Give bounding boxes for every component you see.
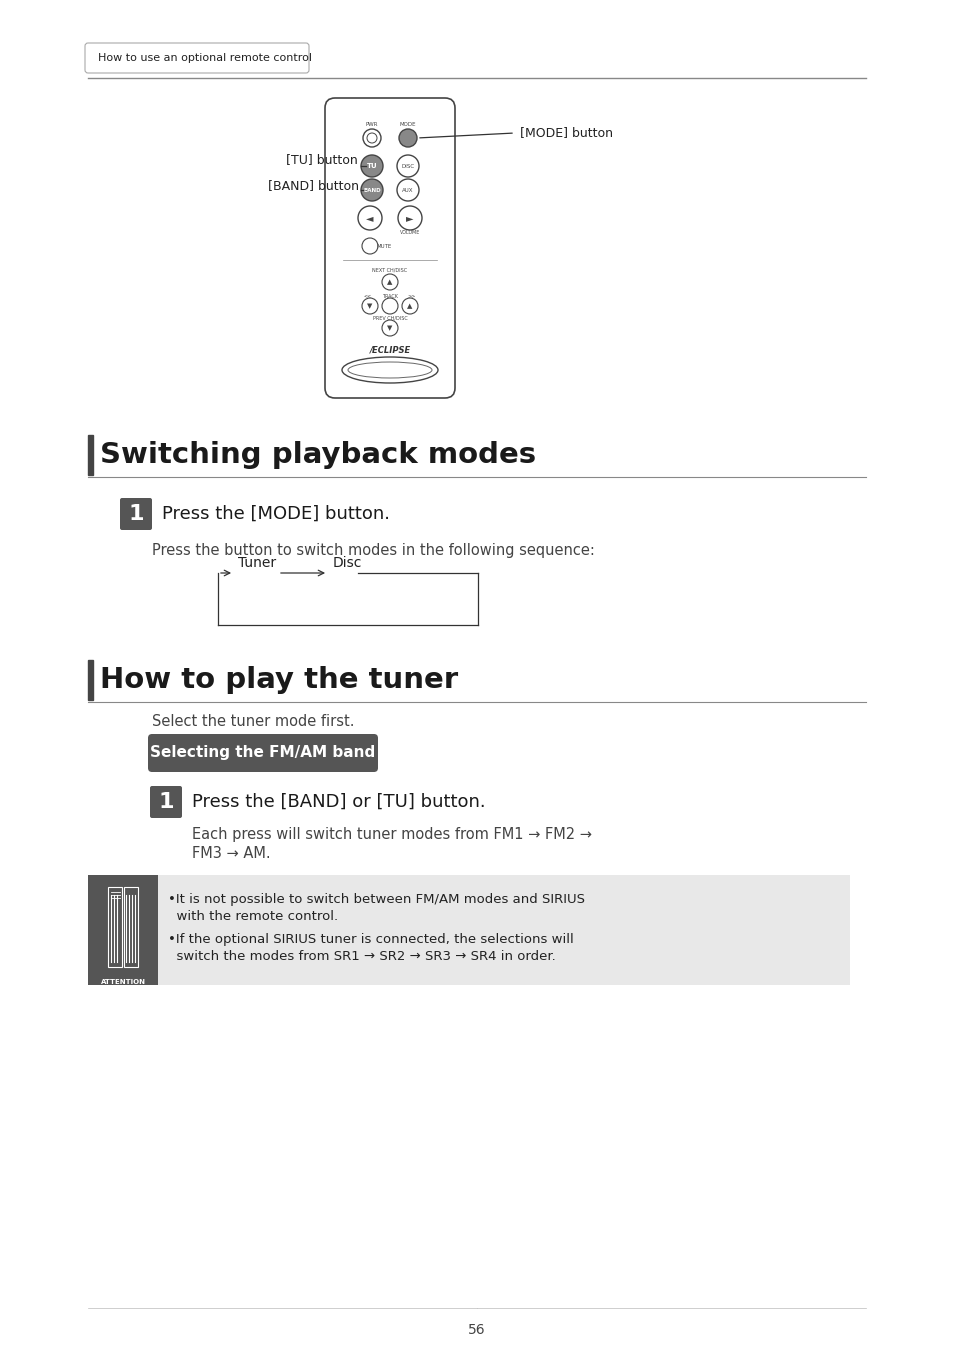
Text: MODE: MODE <box>399 122 416 127</box>
FancyBboxPatch shape <box>150 786 182 818</box>
Text: TU: TU <box>366 163 377 169</box>
Text: Selecting the FM/AM band: Selecting the FM/AM band <box>151 745 375 760</box>
Circle shape <box>357 206 381 230</box>
Text: Press the [BAND] or [TU] button.: Press the [BAND] or [TU] button. <box>192 793 485 812</box>
Text: MUTE: MUTE <box>376 244 392 248</box>
Bar <box>88 435 92 476</box>
Text: ▼: ▼ <box>367 304 373 309</box>
Text: /ECLIPSE: /ECLIPSE <box>369 346 410 355</box>
FancyBboxPatch shape <box>120 499 152 530</box>
Circle shape <box>396 154 418 178</box>
Text: >>: >> <box>408 294 416 298</box>
Bar <box>124 888 138 967</box>
Circle shape <box>381 274 397 290</box>
Text: ▲: ▲ <box>387 279 393 285</box>
Text: switch the modes from SR1 → SR2 → SR3 → SR4 in order.: switch the modes from SR1 → SR2 → SR3 → … <box>168 950 556 963</box>
Text: <<: << <box>363 294 372 298</box>
Text: ATTENTION: ATTENTION <box>100 980 146 985</box>
FancyBboxPatch shape <box>325 98 455 398</box>
Text: ▼: ▼ <box>387 325 393 331</box>
Text: Press the button to switch modes in the following sequence:: Press the button to switch modes in the … <box>152 542 595 557</box>
Text: Switching playback modes: Switching playback modes <box>100 440 536 469</box>
Text: BAND: BAND <box>363 187 380 192</box>
Text: How to use an optional remote control: How to use an optional remote control <box>98 53 312 62</box>
Bar <box>88 660 92 701</box>
Text: •It is not possible to switch between FM/AM modes and SIRIUS: •It is not possible to switch between FM… <box>168 893 584 905</box>
Circle shape <box>361 238 377 253</box>
FancyBboxPatch shape <box>148 734 377 772</box>
Circle shape <box>361 298 377 314</box>
Text: with the remote control.: with the remote control. <box>168 911 337 924</box>
Circle shape <box>381 298 397 314</box>
Circle shape <box>397 206 421 230</box>
Text: VOLUME: VOLUME <box>399 230 419 234</box>
Bar <box>88 875 849 985</box>
FancyBboxPatch shape <box>85 43 309 73</box>
Text: •If the optional SIRIUS tuner is connected, the selections will: •If the optional SIRIUS tuner is connect… <box>168 932 573 946</box>
Circle shape <box>401 298 417 314</box>
Text: Tuner: Tuner <box>237 556 275 570</box>
Circle shape <box>363 129 380 146</box>
Ellipse shape <box>348 362 432 378</box>
Text: AUX: AUX <box>402 187 414 192</box>
Text: ◄: ◄ <box>366 213 374 224</box>
Circle shape <box>398 129 416 146</box>
Text: Each press will switch tuner modes from FM1 → FM2 →: Each press will switch tuner modes from … <box>192 828 592 843</box>
Circle shape <box>360 179 382 201</box>
Text: TRACK: TRACK <box>381 294 397 298</box>
Text: DISC: DISC <box>401 164 415 168</box>
Text: 1: 1 <box>158 793 173 812</box>
Text: Select the tuner mode first.: Select the tuner mode first. <box>152 714 355 729</box>
Text: 1: 1 <box>128 504 144 524</box>
Text: How to play the tuner: How to play the tuner <box>100 667 457 694</box>
Bar <box>88 875 158 985</box>
Text: PREV CH/DISC: PREV CH/DISC <box>373 316 407 321</box>
Ellipse shape <box>341 356 437 383</box>
Circle shape <box>396 179 418 201</box>
Text: 56: 56 <box>468 1322 485 1337</box>
Text: [TU] button: [TU] button <box>286 153 357 167</box>
Bar <box>108 888 122 967</box>
Text: ▲: ▲ <box>407 304 413 309</box>
Text: [BAND] button: [BAND] button <box>268 179 358 192</box>
Text: FM3 → AM.: FM3 → AM. <box>192 846 271 860</box>
Text: Disc: Disc <box>333 556 362 570</box>
Text: ►: ► <box>406 213 414 224</box>
Text: [MODE] button: [MODE] button <box>519 126 613 140</box>
Text: Press the [MODE] button.: Press the [MODE] button. <box>162 505 390 523</box>
Circle shape <box>381 320 397 336</box>
Text: NEXT CH/DISC: NEXT CH/DISC <box>372 267 407 272</box>
Circle shape <box>360 154 382 178</box>
Text: PWR: PWR <box>365 122 377 127</box>
